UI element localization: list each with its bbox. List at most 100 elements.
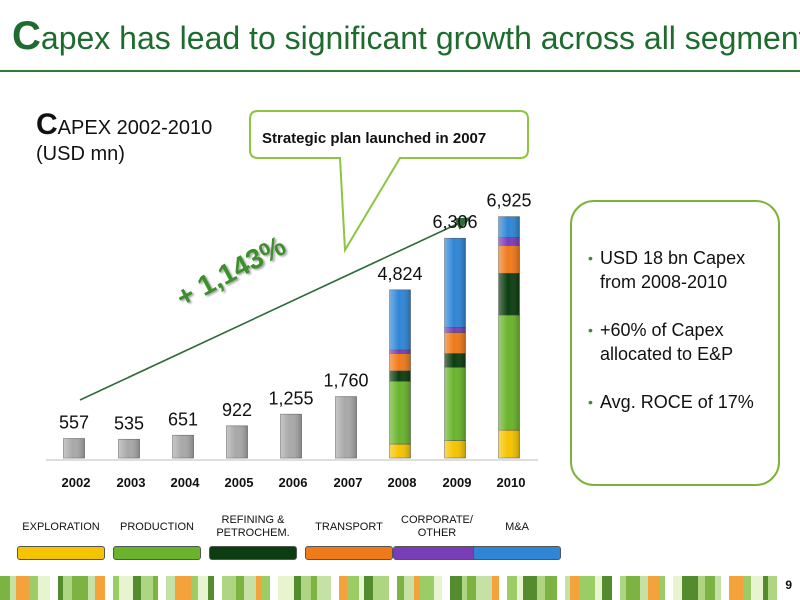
title-initial: C bbox=[12, 14, 41, 58]
stripe-block bbox=[373, 576, 389, 600]
x-tick-2002: 2002 bbox=[62, 475, 91, 490]
stripe-block bbox=[30, 576, 38, 600]
stripe-block bbox=[545, 576, 557, 600]
stripe-block bbox=[729, 576, 743, 600]
stripe-block bbox=[517, 576, 523, 600]
stripe-block bbox=[682, 576, 698, 600]
stripe-block bbox=[301, 576, 311, 600]
stripe-block bbox=[570, 576, 579, 600]
stripe-block bbox=[565, 576, 570, 600]
x-tick-labels-group: 2002 2003 2004 2005 2006 2007 2008 2009 2010 bbox=[62, 475, 526, 490]
bar-shade bbox=[444, 238, 466, 458]
stripe-block bbox=[648, 576, 660, 600]
stripe-block bbox=[113, 576, 119, 600]
page-title: Capex has lead to significant growth acr… bbox=[12, 14, 800, 59]
legend-label: REFINING & PETROCHEM. bbox=[216, 514, 290, 539]
stripe-block bbox=[640, 576, 648, 600]
stripe-block bbox=[364, 576, 373, 600]
kpi-text: USD 18 bn Capex from 2008-2010 bbox=[600, 248, 746, 292]
stripe-block bbox=[397, 576, 404, 600]
legend-item-exploration: EXPLORATION bbox=[14, 512, 108, 560]
bars-group bbox=[63, 216, 520, 459]
legend-label: CORPORATE/ OTHER bbox=[401, 514, 473, 539]
stripe-block bbox=[476, 576, 492, 600]
stripe-block bbox=[133, 576, 141, 600]
legend-label: PRODUCTION bbox=[120, 520, 194, 533]
legend-swatch bbox=[17, 546, 105, 560]
stripe-block bbox=[317, 576, 331, 600]
kpi-item: • +60% of Capex allocated to E&P bbox=[588, 318, 768, 366]
x-tick-2007: 2007 bbox=[334, 475, 363, 490]
value-label-2008: 4,824 bbox=[377, 264, 422, 284]
stripe-block bbox=[0, 576, 10, 600]
chart-caption: CAPEX 2002-2010 (USD mn) bbox=[36, 110, 212, 167]
stripe-block bbox=[72, 576, 88, 600]
legend-label: M&A bbox=[505, 520, 529, 533]
stripe-block bbox=[450, 576, 462, 600]
bar-shade bbox=[226, 425, 248, 458]
bar-shade bbox=[172, 435, 194, 458]
stripe-block bbox=[347, 576, 359, 600]
stripe-block bbox=[38, 576, 50, 600]
stripe-block bbox=[462, 576, 467, 600]
value-label-2007: 1,760 bbox=[323, 371, 368, 391]
legend-swatch bbox=[473, 546, 561, 560]
stripe-block bbox=[715, 576, 721, 600]
stripe-block bbox=[58, 576, 63, 600]
stripe-block bbox=[236, 576, 244, 600]
stripe-block bbox=[673, 576, 682, 600]
bar-shade bbox=[63, 438, 85, 458]
callout-text: Strategic plan launched in 2007 bbox=[262, 130, 487, 147]
stripe-block bbox=[119, 576, 133, 600]
legend-item-refining: REFINING & PETROCHEM. bbox=[206, 512, 300, 560]
x-tick-2003: 2003 bbox=[117, 475, 146, 490]
legend-swatch bbox=[113, 546, 201, 560]
title-text: apex has lead to significant growth acro… bbox=[40, 20, 800, 56]
stripe-block bbox=[626, 576, 640, 600]
growth-arrow bbox=[79, 217, 472, 401]
bar-shade bbox=[498, 216, 520, 458]
stripe-block bbox=[63, 576, 72, 600]
stripe-block bbox=[244, 576, 256, 600]
chart-caption-unit: (USD mn) bbox=[36, 143, 125, 165]
callout-bubble bbox=[249, 110, 529, 254]
stripe-block bbox=[620, 576, 626, 600]
legend-label: TRANSPORT bbox=[315, 520, 383, 533]
stripe-block bbox=[414, 576, 420, 600]
stripe-block bbox=[339, 576, 347, 600]
legend-item-production: PRODUCTION bbox=[110, 512, 204, 560]
bar-shade bbox=[118, 439, 140, 458]
legend-item-ma: M&A bbox=[470, 512, 564, 560]
stripe-block bbox=[705, 576, 715, 600]
stripe-block bbox=[595, 576, 602, 600]
x-tick-2010: 2010 bbox=[497, 475, 526, 490]
stripe-block bbox=[256, 576, 261, 600]
page-number: 9 bbox=[785, 578, 792, 592]
stripe-block bbox=[602, 576, 612, 600]
value-label-2002: 557 bbox=[59, 413, 89, 433]
stripe-block bbox=[222, 576, 236, 600]
stripe-block bbox=[537, 576, 545, 600]
stripe-block bbox=[261, 576, 270, 600]
x-tick-2004: 2004 bbox=[171, 475, 201, 490]
legend-swatch bbox=[209, 546, 297, 560]
kpi-text: +60% of Capex allocated to E&P bbox=[600, 320, 734, 364]
stripe-block bbox=[294, 576, 301, 600]
stripe-block bbox=[698, 576, 705, 600]
bar-shade bbox=[280, 414, 302, 458]
stripe-block bbox=[10, 576, 16, 600]
value-label-2009: 6,306 bbox=[432, 212, 477, 232]
stripe-block bbox=[88, 576, 95, 600]
value-label-2005: 922 bbox=[222, 400, 252, 420]
x-tick-2009: 2009 bbox=[443, 475, 472, 490]
value-label-2003: 535 bbox=[114, 413, 144, 433]
stripe-block bbox=[743, 576, 751, 600]
stripe-block bbox=[198, 576, 208, 600]
kpi-panel: • USD 18 bn Capex from 2008-2010 • +60% of… bbox=[570, 200, 780, 486]
stripe-block bbox=[404, 576, 414, 600]
stripe-block bbox=[763, 576, 768, 600]
bullet-icon: • bbox=[588, 322, 593, 338]
stripe-block bbox=[166, 576, 175, 600]
stripe-block bbox=[95, 576, 105, 600]
